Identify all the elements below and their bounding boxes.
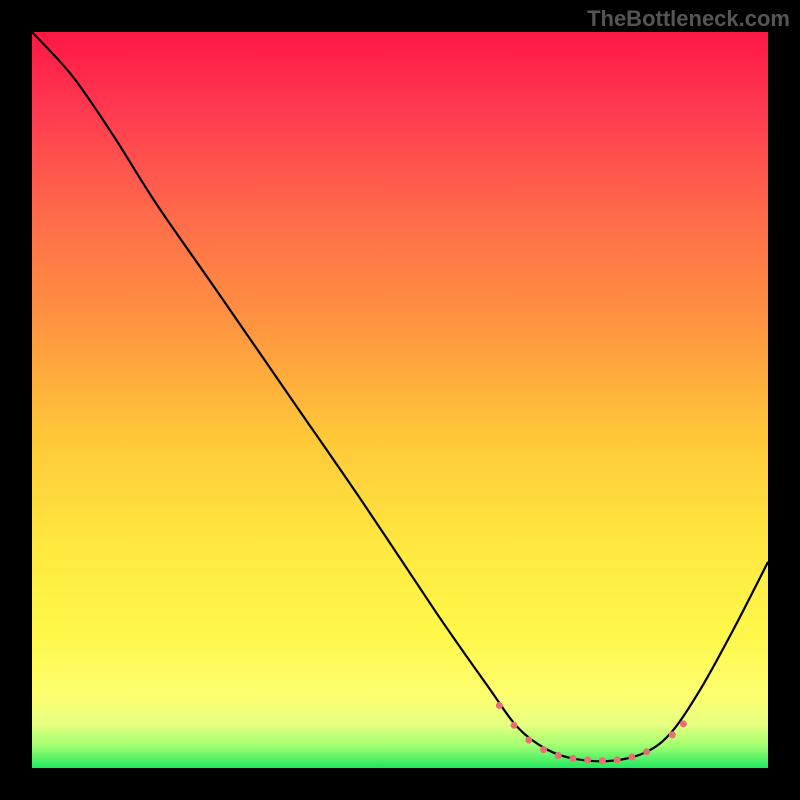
- bottleneck-curve: [32, 32, 768, 761]
- curve-layer: [32, 32, 768, 768]
- watermark-text: TheBottleneck.com: [587, 6, 790, 32]
- chart-frame: TheBottleneck.com: [0, 0, 800, 800]
- plot-area: [32, 32, 768, 768]
